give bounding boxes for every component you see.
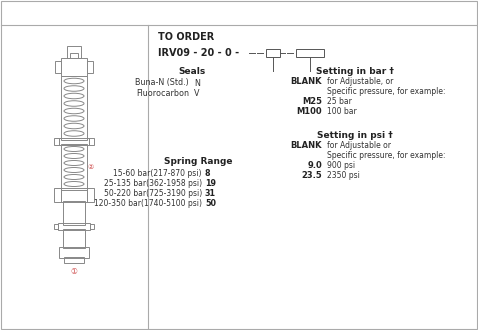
Bar (266, 49, 280, 57)
Bar (63, 229, 85, 248)
Bar (59, 138, 89, 145)
Text: 50: 50 (205, 199, 216, 208)
Bar (87, 188, 94, 202)
Bar (67, 46, 81, 58)
Text: TO ORDER: TO ORDER (158, 32, 214, 42)
Bar (61, 58, 87, 76)
Bar (70, 53, 78, 58)
Bar (296, 49, 324, 57)
Text: N: N (194, 79, 200, 87)
Text: 15-60 bar(217-870 psi): 15-60 bar(217-870 psi) (113, 169, 202, 178)
Text: 50-220 bar(725-3190 psi): 50-220 bar(725-3190 psi) (104, 188, 202, 197)
Bar (59, 247, 89, 258)
Bar (54, 138, 59, 145)
Bar (64, 257, 84, 263)
Text: 31: 31 (205, 188, 216, 197)
Bar (54, 188, 61, 202)
Text: BLANK: BLANK (291, 78, 322, 86)
Text: ①: ① (71, 268, 77, 277)
Text: 19: 19 (205, 179, 216, 187)
Text: 9.0: 9.0 (307, 160, 322, 170)
Text: BLANK: BLANK (291, 141, 322, 149)
Bar (55, 61, 61, 73)
Text: 2350 psi: 2350 psi (327, 171, 360, 180)
Bar (63, 201, 85, 225)
Text: M100: M100 (296, 108, 322, 116)
Text: Setting in bar †: Setting in bar † (316, 68, 394, 77)
Bar (87, 61, 93, 73)
Text: Spring Range: Spring Range (164, 157, 232, 167)
Bar (61, 144, 87, 190)
Text: 120-350 bar(1740-5100 psi): 120-350 bar(1740-5100 psi) (94, 199, 202, 208)
Text: IRV09 - 20 - 0 -: IRV09 - 20 - 0 - (158, 48, 239, 58)
Text: 100 bar: 100 bar (327, 108, 357, 116)
Text: Fluorocarbon: Fluorocarbon (136, 88, 189, 97)
Text: 23.5: 23.5 (301, 171, 322, 180)
Text: for Adjustable, or: for Adjustable, or (327, 78, 393, 86)
Text: V: V (194, 88, 199, 97)
Bar (61, 188, 87, 202)
Text: Seals: Seals (178, 68, 206, 77)
Text: for Adjustable or: for Adjustable or (327, 141, 391, 149)
Bar (54, 224, 58, 229)
Bar (61, 76, 87, 140)
Bar (90, 224, 94, 229)
Text: Buna-N (Std.): Buna-N (Std.) (135, 79, 189, 87)
Text: 8: 8 (205, 169, 211, 178)
Text: 25 bar: 25 bar (327, 97, 352, 107)
Bar (58, 223, 90, 230)
Text: ②: ② (88, 164, 94, 170)
Text: Setting in psi †: Setting in psi † (317, 130, 393, 140)
Text: 25-135 bar(362-1958 psi): 25-135 bar(362-1958 psi) (104, 179, 202, 187)
Bar (89, 138, 94, 145)
Text: 900 psi: 900 psi (327, 160, 355, 170)
Text: Specific pressure, for example:: Specific pressure, for example: (327, 87, 445, 96)
Text: Specific pressure, for example:: Specific pressure, for example: (327, 150, 445, 159)
Text: M25: M25 (302, 97, 322, 107)
